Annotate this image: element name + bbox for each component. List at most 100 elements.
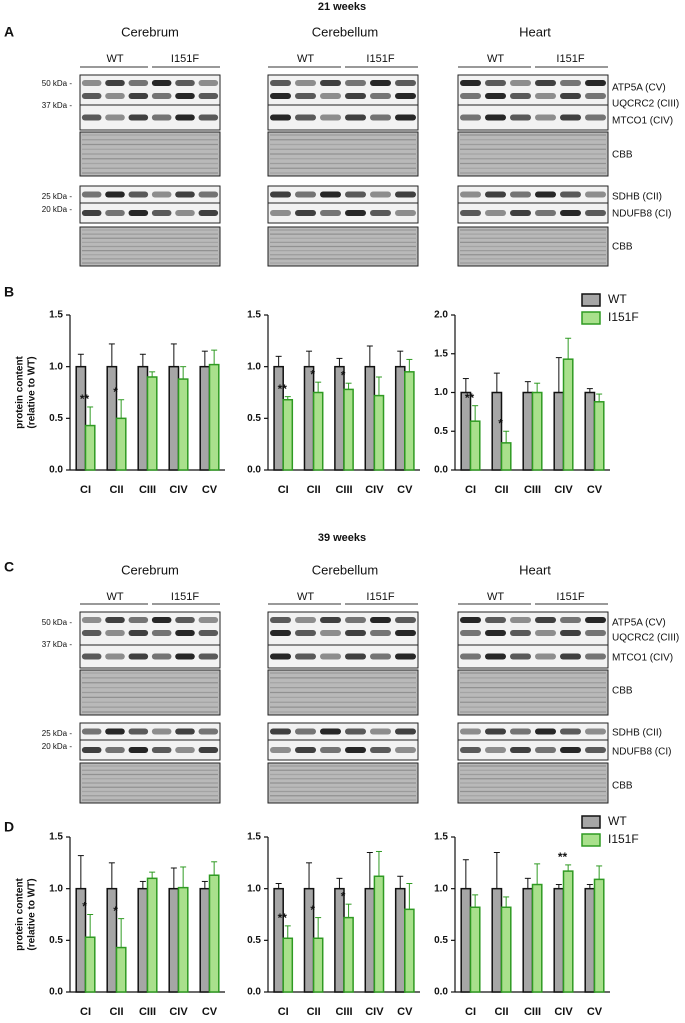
blot-band [395, 747, 416, 753]
error-bar [534, 863, 541, 885]
bar [522, 391, 534, 471]
error-bar [472, 894, 479, 908]
blot-band [560, 114, 581, 121]
x-tick-label: CIV [554, 1006, 573, 1018]
bar [373, 394, 385, 471]
blot-band [320, 728, 341, 735]
bar [584, 887, 596, 993]
blot-band [270, 210, 291, 216]
blot-band [370, 728, 391, 735]
blot-box [79, 104, 221, 131]
bar [531, 883, 543, 993]
blot-band [295, 747, 316, 753]
blot-band [81, 747, 102, 753]
error-bar [462, 378, 469, 393]
x-tick-label: CV [587, 484, 603, 496]
blot-band [485, 630, 506, 636]
y-axis-label: protein content [15, 355, 26, 428]
error-bar [306, 862, 313, 889]
bar [562, 358, 574, 471]
bar [312, 391, 324, 471]
bar [177, 378, 189, 471]
protein-label: UQCRC2 (CIII) [612, 99, 679, 110]
x-tick-label: CII [307, 484, 321, 496]
size-marker: 20 kDa - [42, 205, 73, 214]
blot-band [370, 653, 391, 660]
blot-band [81, 653, 102, 660]
blot-band [345, 93, 366, 99]
blot-band [370, 191, 391, 198]
significance: * [310, 903, 315, 917]
x-tick-label: CII [494, 484, 508, 496]
y-tick-label: 1.5 [434, 348, 448, 359]
significance: ** [278, 911, 288, 925]
blot-band [105, 630, 125, 636]
y-tick-label: 1.5 [247, 310, 261, 321]
blot-band [395, 80, 416, 86]
blot-box [79, 739, 221, 761]
blot-band [560, 617, 581, 623]
x-tick-label: CV [397, 484, 413, 496]
blot-band [370, 80, 391, 86]
blot-box [79, 611, 221, 646]
blot-band [320, 210, 341, 216]
protein-label: ATP5A (CV) [612, 618, 666, 629]
blot-band [175, 728, 195, 735]
significance: ** [278, 382, 288, 396]
blot-band [485, 728, 506, 735]
tissue-title: Cerebrum [121, 562, 179, 577]
error-bar [201, 350, 208, 367]
blot-band [270, 653, 291, 660]
error-bar [315, 381, 322, 393]
size-marker: 20 kDa - [42, 742, 73, 751]
bar [531, 391, 543, 471]
error-bar [565, 864, 572, 872]
error-bar [345, 903, 352, 918]
error-bar [108, 862, 115, 889]
x-tick-label: CI [465, 484, 476, 496]
section-title: 21 weeks [318, 1, 366, 13]
blot-band [345, 114, 366, 121]
blot-box [457, 104, 609, 131]
size-marker: 25 kDa - [42, 729, 73, 738]
bar [593, 878, 605, 993]
error-bar [201, 880, 208, 889]
bar [364, 887, 376, 993]
blot-band [270, 617, 291, 623]
size-marker: 25 kDa - [42, 192, 73, 201]
blot-band [105, 617, 125, 623]
protein-label: MTCO1 (CIV) [612, 116, 673, 127]
significance: * [113, 904, 118, 918]
x-tick-label: CI [80, 1006, 91, 1018]
blot-band [395, 630, 416, 636]
blot-band [460, 210, 481, 216]
bar [199, 365, 211, 471]
blot-band [370, 114, 391, 121]
error-bar [503, 430, 510, 443]
y-tick-label: 0.0 [434, 465, 448, 476]
y-tick-label: 0.5 [434, 426, 448, 437]
blot-band [510, 653, 531, 660]
legend-swatch [581, 293, 601, 307]
error-bar [306, 350, 313, 367]
blot-band [128, 80, 149, 86]
bar [562, 870, 574, 993]
blot-band [270, 747, 291, 753]
blot-band [510, 630, 531, 636]
blot-band [151, 653, 172, 660]
blot-band [485, 80, 506, 86]
y-tick-label: 0.5 [247, 413, 261, 424]
bar [500, 442, 512, 471]
blot-band [560, 728, 581, 735]
blot-band [270, 191, 291, 198]
blot-band [151, 80, 172, 86]
protein-label: SDHB (CII) [612, 728, 662, 739]
tissue-title: Cerebellum [312, 562, 378, 577]
blot-band [585, 80, 606, 86]
blot-band [151, 728, 172, 735]
y-tick-label: 0.5 [49, 935, 63, 946]
group-label: I151F [171, 53, 199, 65]
significance: * [341, 889, 346, 903]
group-label: WT [487, 591, 504, 603]
blot-band [175, 80, 195, 86]
